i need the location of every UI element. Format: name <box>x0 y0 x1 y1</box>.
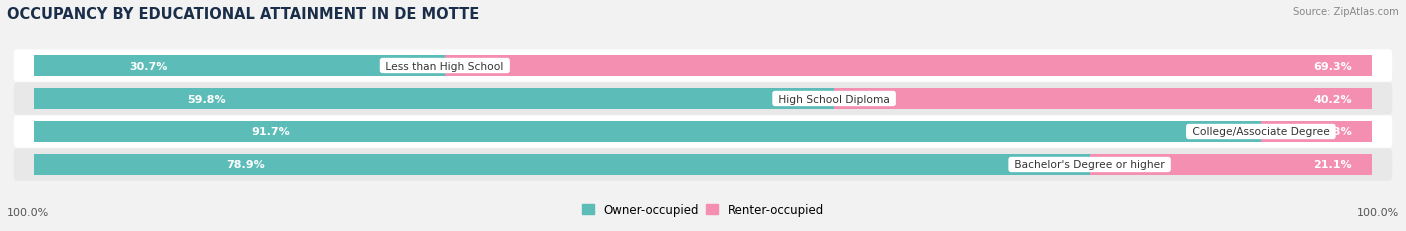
FancyBboxPatch shape <box>14 50 1392 82</box>
Bar <box>834 89 1372 109</box>
Bar <box>34 122 1261 142</box>
Text: 21.1%: 21.1% <box>1313 160 1351 170</box>
Text: 40.2%: 40.2% <box>1313 94 1351 104</box>
FancyBboxPatch shape <box>14 116 1392 148</box>
Text: 91.7%: 91.7% <box>252 127 290 137</box>
Text: Source: ZipAtlas.com: Source: ZipAtlas.com <box>1294 7 1399 17</box>
Text: 100.0%: 100.0% <box>1357 207 1399 217</box>
Bar <box>34 155 1090 175</box>
Text: High School Diploma: High School Diploma <box>775 94 893 104</box>
Text: 69.3%: 69.3% <box>1313 61 1351 71</box>
FancyBboxPatch shape <box>14 83 1392 115</box>
Text: 30.7%: 30.7% <box>129 61 167 71</box>
Text: College/Associate Degree: College/Associate Degree <box>1188 127 1333 137</box>
Text: 8.3%: 8.3% <box>1322 127 1351 137</box>
Text: Bachelor's Degree or higher: Bachelor's Degree or higher <box>1011 160 1168 170</box>
Text: 59.8%: 59.8% <box>187 94 226 104</box>
Bar <box>1261 122 1372 142</box>
Legend: Owner-occupied, Renter-occupied: Owner-occupied, Renter-occupied <box>582 203 824 216</box>
Bar <box>444 56 1372 76</box>
Text: OCCUPANCY BY EDUCATIONAL ATTAINMENT IN DE MOTTE: OCCUPANCY BY EDUCATIONAL ATTAINMENT IN D… <box>7 7 479 22</box>
Bar <box>34 89 834 109</box>
Text: 78.9%: 78.9% <box>226 160 264 170</box>
Text: Less than High School: Less than High School <box>382 61 508 71</box>
FancyBboxPatch shape <box>14 149 1392 181</box>
Text: 100.0%: 100.0% <box>7 207 49 217</box>
Bar <box>34 56 444 76</box>
Bar <box>1090 155 1372 175</box>
